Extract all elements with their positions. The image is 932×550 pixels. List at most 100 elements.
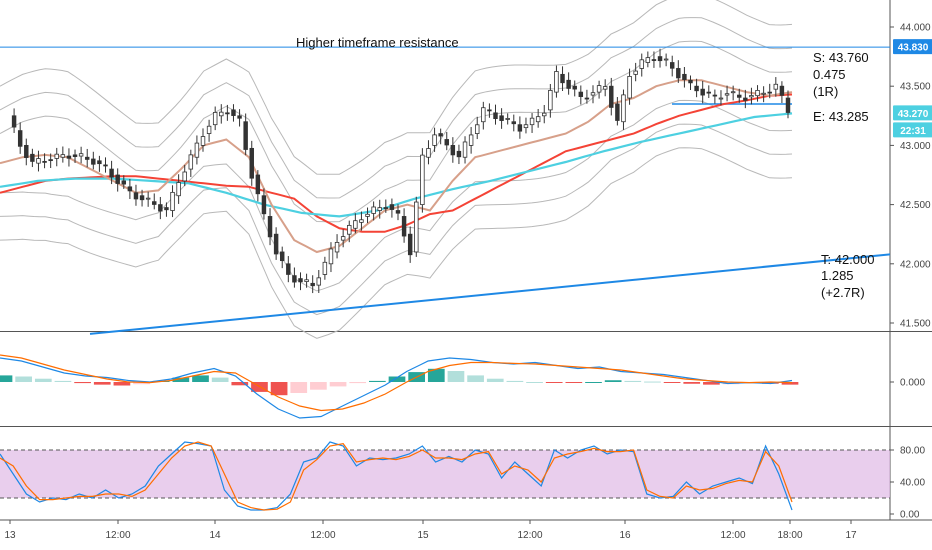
- candle: [518, 116, 522, 138]
- candle-bear: [268, 216, 272, 236]
- macd-histogram-bar: [192, 375, 209, 382]
- candle-bear: [116, 175, 120, 184]
- candle-bull: [597, 86, 601, 93]
- candle-bull: [207, 126, 211, 133]
- candle-bull: [341, 237, 345, 241]
- candle-bull: [323, 262, 327, 274]
- candle-bull: [750, 95, 754, 96]
- price-axis: 44.000 43.500 43.000 42.500 42.000 41.500 43.8…: [890, 23, 932, 330]
- candle-bull: [530, 118, 534, 124]
- time-tick-label: 18:00: [777, 530, 802, 541]
- candle-bear: [457, 151, 461, 156]
- time-tick-label: 17: [845, 530, 857, 541]
- candle: [689, 76, 693, 90]
- candle-bear: [262, 196, 266, 214]
- macd-histogram-bar: [310, 382, 327, 390]
- candle-bull: [542, 113, 546, 116]
- candle-bear: [689, 80, 693, 83]
- candles: [12, 49, 790, 293]
- candle-bull: [219, 112, 223, 116]
- candle: [463, 136, 467, 163]
- candle: [579, 85, 583, 104]
- ma-cyan-line: [0, 113, 792, 216]
- candle-bull: [79, 154, 83, 156]
- candle: [475, 117, 479, 139]
- candle-bull: [536, 117, 540, 122]
- candle-bull: [37, 159, 41, 164]
- time-axis: 13 12:00 14 12:00 15 12:00 16 12:00 18:00 17: [4, 520, 857, 541]
- band-upper-3: [0, 0, 792, 174]
- macd-histogram-bar: [644, 382, 661, 383]
- candle-bear: [701, 89, 705, 95]
- ascending-trendline: [90, 254, 890, 334]
- candle: [652, 51, 656, 67]
- candle: [433, 128, 437, 152]
- candle-bear: [232, 110, 236, 116]
- candle: [457, 145, 461, 164]
- macd-histogram-bar: [624, 381, 641, 382]
- candle-bear: [396, 211, 400, 214]
- candle-bull: [183, 172, 187, 181]
- candle-bear: [256, 175, 260, 194]
- macd-histogram-bar: [349, 382, 366, 383]
- candle: [116, 168, 120, 191]
- candle: [542, 105, 546, 123]
- candle-bear: [12, 116, 16, 127]
- candle-bear: [384, 208, 388, 209]
- candle: [597, 81, 601, 99]
- candle: [366, 208, 370, 224]
- candle-bear: [512, 122, 516, 124]
- candle-bear: [695, 86, 699, 91]
- candle-bull: [524, 125, 528, 128]
- candle: [701, 81, 705, 103]
- candle: [213, 107, 217, 131]
- candle-bear: [226, 113, 230, 114]
- annotation-label: (+2.7R): [821, 285, 865, 300]
- candle-bear: [744, 98, 748, 100]
- candle: [445, 132, 449, 150]
- candle: [146, 192, 150, 207]
- candle: [238, 109, 242, 126]
- candle: [18, 122, 22, 154]
- candle-bull: [731, 92, 735, 93]
- candle-bear: [683, 74, 687, 79]
- macd-histogram-bar: [330, 382, 347, 386]
- macd-histogram-bar: [448, 371, 465, 382]
- candle: [165, 202, 169, 216]
- candle-bear: [85, 157, 89, 159]
- candle: [402, 208, 406, 242]
- candle-bull: [61, 155, 65, 158]
- macd-panel: 0.000: [0, 355, 925, 418]
- macd-histogram-bar: [664, 382, 681, 383]
- macd-histogram-bar: [683, 382, 700, 384]
- candle-bull: [146, 198, 150, 199]
- candle: [244, 113, 248, 155]
- candle: [536, 109, 540, 128]
- time-tick-label: 14: [209, 530, 221, 541]
- candle-bull: [360, 220, 364, 223]
- macd-histogram-bar: [290, 382, 307, 393]
- candle-bear: [579, 92, 583, 96]
- candle: [719, 90, 723, 105]
- candle-bear: [159, 205, 163, 211]
- candle: [152, 193, 156, 209]
- candle-bear: [280, 252, 284, 261]
- candle-bear: [311, 283, 315, 285]
- annotation-label: 0.475: [813, 67, 846, 82]
- candle-bull: [347, 225, 351, 234]
- price-tick-label: 43.500: [900, 82, 931, 93]
- candle-bull: [603, 87, 607, 90]
- candle-bear: [67, 156, 71, 158]
- price-badge: 43.270: [893, 105, 932, 120]
- candle: [159, 197, 163, 219]
- candle: [670, 56, 674, 77]
- candle: [713, 90, 717, 104]
- candle: [609, 78, 613, 116]
- time-tick-label: 12:00: [105, 530, 130, 541]
- price-tick-label: 42.000: [900, 259, 931, 270]
- candle-bear: [98, 161, 102, 164]
- candle: [658, 49, 662, 68]
- candle: [567, 72, 571, 94]
- candle-bull: [640, 60, 644, 69]
- candle: [91, 152, 95, 170]
